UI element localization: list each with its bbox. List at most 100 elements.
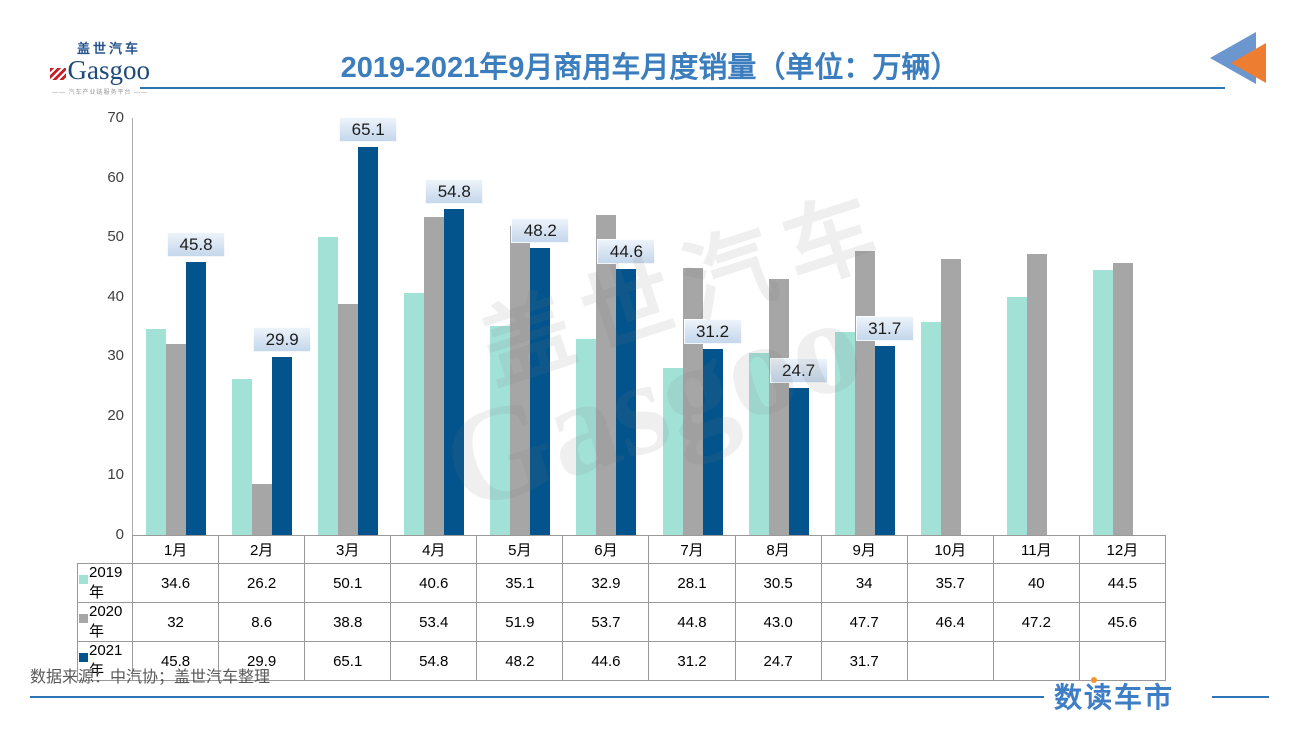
bar-group-5月: 48.2 xyxy=(477,118,570,535)
bar-2021年-1月 xyxy=(186,262,207,535)
source-note: 数据来源：中汽协；盖世汽车整理 xyxy=(30,669,271,686)
bar-group-8月: 24.7 xyxy=(736,118,828,535)
bar-group-12月 xyxy=(1080,118,1166,535)
bar-2019年-5月 xyxy=(490,325,511,535)
bar-2019年-4月 xyxy=(404,293,425,535)
bar-2020年-4月 xyxy=(424,216,445,535)
table-row-2021年: 2021年 45.8 29.9 65.1 54.8 48.2 44.6 31.2 24.7 31.… xyxy=(77,641,1166,681)
bar-group-6月: 44.6 xyxy=(563,118,656,535)
value-cell: 24.7 xyxy=(734,641,822,681)
bar-2021年-5月 xyxy=(530,247,551,535)
value-cell: 46.4 xyxy=(906,602,994,642)
bar-group-11月 xyxy=(994,118,1080,535)
value-cell: 53.4 xyxy=(390,602,478,642)
bar-2019年-3月 xyxy=(318,236,339,535)
month-header-cell: 8月 xyxy=(734,535,822,564)
value-cell: 44.6 xyxy=(562,641,650,681)
footer-rule-right xyxy=(1212,696,1269,698)
bar-group-3月: 65.1 xyxy=(305,117,398,535)
value-cell: 35.1 xyxy=(476,563,564,603)
y-tick-label: 40 xyxy=(107,287,124,305)
bar-2020年-1月 xyxy=(166,344,187,535)
data-label-7月: 31.2 xyxy=(683,319,742,345)
month-header-cell: 5月 xyxy=(476,535,564,564)
bar-2021年-8月 xyxy=(788,387,809,535)
legend-swatch-2021年 xyxy=(79,652,88,662)
bar-2019年-2月 xyxy=(232,378,253,535)
month-header-cell: 6月 xyxy=(562,535,650,564)
value-cell: 47.7 xyxy=(820,602,908,642)
plot-area: 45.8 29.9 65.1 54.8 48.2 44.6 31.2 24.7 31.7 xyxy=(132,117,1166,535)
gasgoo-tagline: —— 汽车产业链服务平台 —— xyxy=(51,90,149,96)
value-cell xyxy=(992,641,1080,681)
corner-arrows-icon xyxy=(1210,32,1266,84)
bar-2019年-1月 xyxy=(146,328,167,535)
value-cell: 34 xyxy=(820,563,908,603)
footer-brand-logo: 数读车市 xyxy=(1054,676,1174,716)
y-tick-label: 60 xyxy=(107,168,124,186)
table-header-row: 1月 2月 3月 4月 5月 6月 7月 8月 9月 10月 11月 12月 xyxy=(78,535,1166,564)
value-cell: 44.8 xyxy=(648,602,736,642)
value-cell: 32 xyxy=(131,602,220,642)
footer-brand-text: 数读车市 xyxy=(1054,682,1175,713)
data-label-9月: 31.7 xyxy=(855,316,914,342)
month-header-cell: 9月 xyxy=(820,535,908,564)
month-header-cell: 4月 xyxy=(390,535,478,564)
bar-2020年-8月 xyxy=(768,278,789,535)
data-label-1月: 45.8 xyxy=(167,232,226,258)
month-header-cell: 3月 xyxy=(304,535,392,564)
bar-group-9月: 31.7 xyxy=(822,118,914,535)
bar-group-7月: 31.2 xyxy=(649,118,742,535)
value-cell: 31.7 xyxy=(820,641,908,681)
month-header-cell: 12月 xyxy=(1078,535,1166,564)
month-header-cell: 10月 xyxy=(906,535,994,564)
data-label-3月: 65.1 xyxy=(339,117,398,143)
bar-group-2月: 29.9 xyxy=(219,118,312,535)
bar-2020年-3月 xyxy=(338,303,359,535)
value-cell: 48.2 xyxy=(476,641,564,681)
bar-2021年-7月 xyxy=(702,349,723,535)
bar-2019年-9月 xyxy=(834,332,855,535)
value-cell: 44.5 xyxy=(1078,563,1166,603)
data-label-6月: 44.6 xyxy=(597,239,656,265)
table-body: 1月 2月 3月 4月 5月 6月 7月 8月 9月 10月 11月 12月 2019年 34.6 26.2… xyxy=(77,535,1166,681)
gasgoo-logo-cn: 盖世汽车 xyxy=(76,41,141,56)
gasgoo-stripes-icon xyxy=(50,68,66,80)
value-cell: 43.0 xyxy=(734,602,822,642)
value-cell xyxy=(1078,641,1166,681)
month-header-cell: 7月 xyxy=(648,535,736,564)
bar-2019年-6月 xyxy=(576,339,597,535)
value-cell: 54.8 xyxy=(390,641,478,681)
y-tick-label: 10 xyxy=(107,466,124,484)
bar-2019年-7月 xyxy=(662,367,683,535)
data-label-4月: 54.8 xyxy=(425,178,484,204)
gasgoo-logo: 盖世汽车 Gasgoo —— 汽车产业链服务平台 —— xyxy=(50,38,150,96)
table-row-2020年: 2020年 32 8.6 38.8 53.4 51.9 53.7 44.8 43.0 47.7 46… xyxy=(77,602,1166,642)
bar-2020年-6月 xyxy=(596,215,617,535)
month-header-cell: 11月 xyxy=(992,535,1080,564)
series-label-cell: 2019年 xyxy=(77,563,133,603)
value-cell: 51.9 xyxy=(476,602,564,642)
bar-2020年-5月 xyxy=(510,225,531,535)
series-label-cell: 2021年 xyxy=(77,641,133,681)
data-label-5月: 48.2 xyxy=(511,217,570,243)
footer-brand-dot-icon xyxy=(1091,677,1097,683)
value-cell: 40.6 xyxy=(390,563,478,603)
y-tick-label: 20 xyxy=(107,406,124,424)
bar-2019年-8月 xyxy=(748,353,769,535)
bar-2020年-12月 xyxy=(1112,263,1133,535)
bar-2019年-11月 xyxy=(1006,296,1027,535)
y-tick-label: 70 xyxy=(107,109,124,126)
value-cell xyxy=(906,641,994,681)
series-name: 2019年 xyxy=(89,564,123,601)
bar-2020年-11月 xyxy=(1026,253,1047,535)
value-cell: 29.9 xyxy=(218,641,306,681)
blue-arrow-icon xyxy=(1210,32,1256,84)
value-cell: 50.1 xyxy=(304,563,392,603)
bar-2020年-10月 xyxy=(940,258,961,535)
bar-2021年-2月 xyxy=(272,356,293,535)
value-cell: 31.2 xyxy=(648,641,736,681)
gasgoo-logo-en: Gasgoo xyxy=(67,55,151,85)
value-cell: 30.5 xyxy=(734,563,822,603)
series-name: 2020年 xyxy=(89,603,123,640)
